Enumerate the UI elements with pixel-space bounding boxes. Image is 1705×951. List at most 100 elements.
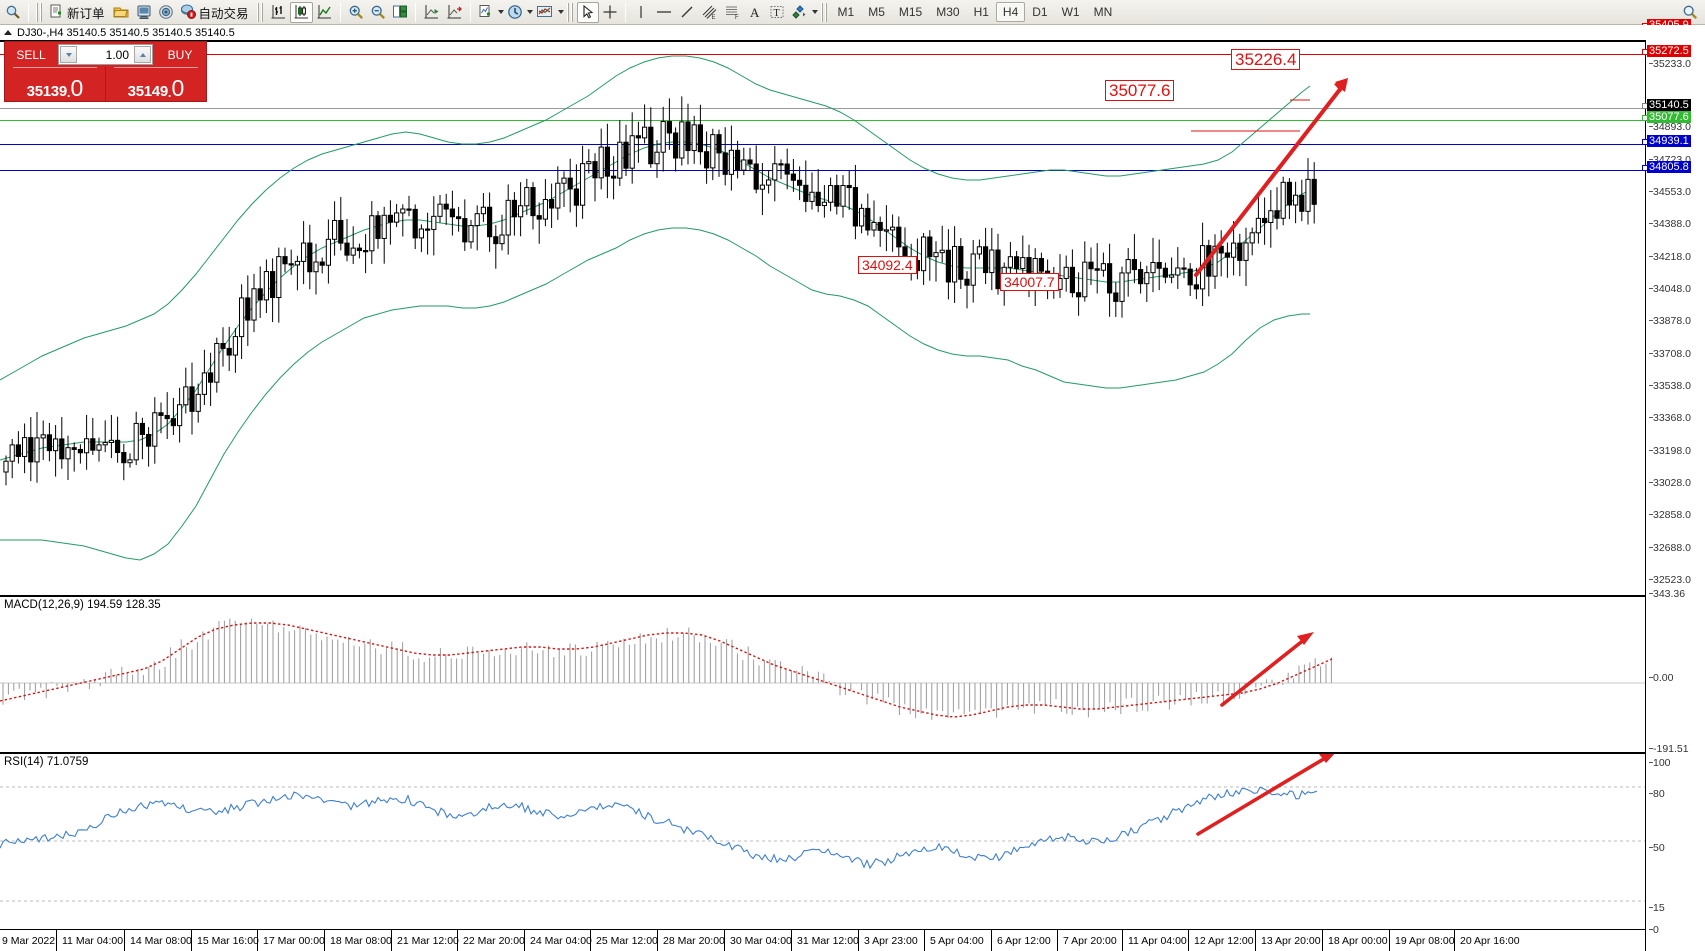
timeframe-d1[interactable]: D1 xyxy=(1032,5,1048,19)
line-chart-icon[interactable] xyxy=(313,2,336,23)
chevron-down-icon-2[interactable] xyxy=(526,10,533,14)
macd-label: MACD(12,26,9) 194.59 128.35 xyxy=(4,599,161,611)
chevron-down-icon[interactable] xyxy=(497,10,504,14)
chevron-down-icon-3[interactable] xyxy=(557,10,564,14)
buy-button[interactable]: BUY xyxy=(154,42,206,67)
triangle-up-icon xyxy=(4,30,12,35)
timeframe-w1[interactable]: W1 xyxy=(1061,5,1080,19)
signals-icon[interactable] xyxy=(155,2,177,23)
toolbar-grip-4[interactable] xyxy=(820,2,828,22)
time-axis-label: 18 Mar 08:00 xyxy=(330,935,392,947)
buy-price-dot: . xyxy=(167,85,172,100)
trendline-tool-icon[interactable] xyxy=(676,2,698,23)
bar-chart-icon[interactable] xyxy=(267,2,290,23)
price-tick: 33538.0 xyxy=(1649,380,1691,392)
time-axis-label: 20 Apr 16:00 xyxy=(1460,935,1520,947)
timeframe-m30[interactable]: M30 xyxy=(936,5,960,19)
timeframe-m1[interactable]: M1 xyxy=(837,5,855,19)
price-level-chip[interactable]: 34939.1 xyxy=(1647,135,1691,147)
time-axis-separator xyxy=(1255,930,1256,951)
timeframe-group: M1 M5 M15 M30 H1 H4 D1 W1 MN xyxy=(831,2,1120,22)
arrows-tool-icon[interactable] xyxy=(788,2,811,23)
sell-price-frac: 0 xyxy=(70,75,84,102)
timeframe-m15[interactable]: M15 xyxy=(898,5,923,19)
buy-price[interactable]: 35149 . 0 xyxy=(106,67,206,101)
zoom-search-icon[interactable] xyxy=(2,2,24,23)
price-annotation[interactable]: 35226.4 xyxy=(1231,49,1301,70)
price-tick: 34723.0 xyxy=(1649,154,1691,166)
vertical-line-tool-icon[interactable] xyxy=(630,2,652,23)
price-pane[interactable]: 35226.4 35077.6 34092.4 34007.7 xyxy=(0,26,1645,593)
fibonacci-tool-icon[interactable]: F xyxy=(721,2,744,23)
horizontal-line-tool-icon[interactable] xyxy=(652,2,676,23)
macd-tick: 0.00 xyxy=(1648,672,1674,684)
toolbar-grip-2[interactable] xyxy=(256,2,264,22)
sell-price-main: 35139 xyxy=(26,83,68,100)
price-level-chip[interactable]: 35077.6 xyxy=(1647,111,1691,123)
macd-tick: 343.36 xyxy=(1648,588,1686,600)
macd-pane[interactable]: MACD(12,26,9) 194.59 128.35 xyxy=(0,595,1645,750)
volume-decrease-button[interactable] xyxy=(60,46,77,63)
timeframe-m5[interactable]: M5 xyxy=(868,5,885,19)
buy-price-main: 35149 xyxy=(127,83,169,100)
price-level-chip[interactable]: 35140.5 xyxy=(1647,99,1691,111)
price-scale[interactable]: 35233.0 34893.0 34723.0 34553.0 34388.0 34218… xyxy=(1642,19,1705,951)
time-axis-separator xyxy=(791,930,792,951)
terminal-icon[interactable] xyxy=(133,2,155,23)
time-axis-label: 25 Mar 12:00 xyxy=(596,935,658,947)
toolbar-divider-3 xyxy=(414,2,416,22)
price-level-chip[interactable]: 35272.5 xyxy=(1647,45,1691,57)
sell-price-dot: . xyxy=(66,85,71,100)
autoscroll-icon[interactable] xyxy=(443,2,466,23)
price-annotation[interactable]: 34092.4 xyxy=(858,256,917,274)
time-axis-separator xyxy=(657,930,658,951)
period-clock-icon[interactable] xyxy=(504,2,526,23)
price-annotation[interactable]: 35077.6 xyxy=(1105,80,1175,101)
time-axis-label: 6 Apr 12:00 xyxy=(997,935,1051,947)
price-tick: 33708.0 xyxy=(1649,348,1691,360)
rsi-pane[interactable]: RSI(14) 71.0759 xyxy=(0,752,1645,917)
time-axis-separator xyxy=(858,930,859,951)
time-axis-separator xyxy=(1057,930,1058,951)
crosshair-tool-icon[interactable] xyxy=(599,2,621,23)
one-click-trading-panel[interactable]: SELL 1.00 BUY 35139 . 0 35149 . 0 xyxy=(4,41,207,102)
volume-increase-button[interactable] xyxy=(134,46,151,63)
buy-price-frac: 0 xyxy=(171,75,185,102)
timeframe-h4[interactable]: H4 xyxy=(995,2,1026,22)
tile-windows-icon[interactable] xyxy=(389,2,411,23)
volume-stepper[interactable]: 1.00 xyxy=(58,44,153,65)
rsi-tick: 80 xyxy=(1649,788,1665,800)
templates-icon[interactable] xyxy=(533,2,557,23)
chart-stack: 35226.4 35077.6 34092.4 34007.7 MACD(12,26,… xyxy=(0,26,1705,951)
zoom-out-icon[interactable] xyxy=(367,2,389,23)
time-axis-label: 17 Mar 00:00 xyxy=(263,935,325,947)
magnifier-right-icon[interactable] xyxy=(1679,2,1701,23)
equidistant-channel-tool-icon[interactable]: E xyxy=(698,2,721,23)
timeframe-h1[interactable]: H1 xyxy=(973,5,989,19)
sell-price[interactable]: 35139 . 0 xyxy=(5,67,105,101)
price-tick: 33198.0 xyxy=(1649,445,1691,457)
toolbar-grip[interactable] xyxy=(36,2,43,22)
autotrading-label: 自动交易 xyxy=(198,6,249,21)
folder-icon[interactable] xyxy=(110,2,133,23)
price-level-chip[interactable]: 34805.8 xyxy=(1647,161,1691,173)
shift-chart-icon[interactable] xyxy=(420,2,443,23)
cursor-tool-icon[interactable] xyxy=(576,1,599,23)
volume-value[interactable]: 1.00 xyxy=(78,45,133,64)
zoom-in-icon[interactable] xyxy=(345,2,367,23)
chevron-down-icon-4[interactable] xyxy=(811,10,818,14)
time-axis-label: 14 Mar 08:00 xyxy=(130,935,192,947)
new-order-button[interactable]: 新订单 xyxy=(46,2,110,23)
price-annotation[interactable]: 34007.7 xyxy=(1000,273,1059,291)
add-indicator-icon[interactable] xyxy=(475,2,497,23)
autotrading-button[interactable]: 自动交易 xyxy=(177,2,254,23)
candlestick-chart-icon[interactable] xyxy=(289,1,313,23)
toolbar-grip-3[interactable] xyxy=(566,2,574,22)
level-line-35077 xyxy=(0,120,1645,121)
sell-button[interactable]: SELL xyxy=(5,42,57,67)
time-axis-label: 24 Mar 04:00 xyxy=(530,935,592,947)
macd-chart-canvas xyxy=(0,618,1645,720)
text-label-tool-icon[interactable]: T xyxy=(766,2,788,23)
timeframe-mn[interactable]: MN xyxy=(1093,5,1113,19)
text-tool-icon[interactable]: A xyxy=(744,2,766,23)
